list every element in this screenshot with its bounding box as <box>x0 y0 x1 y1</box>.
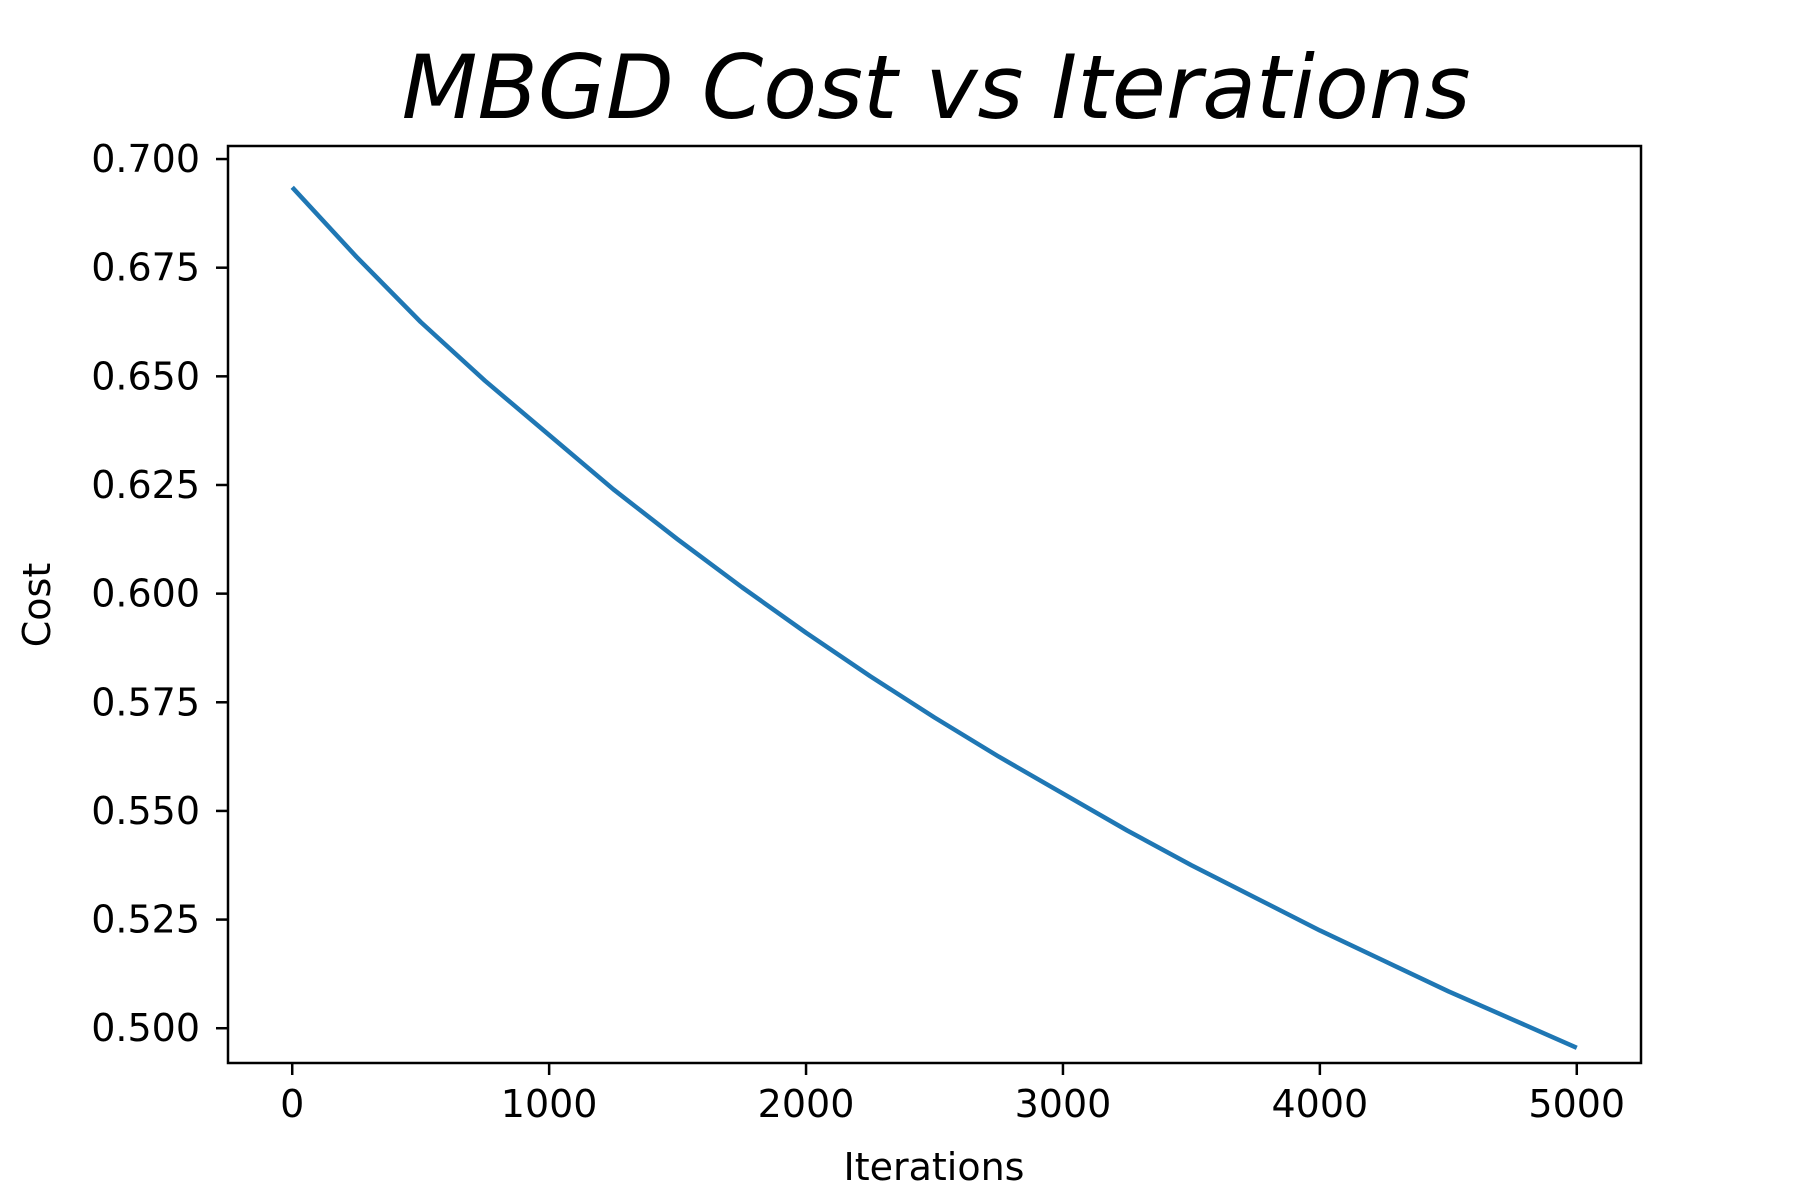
y-tick-label: 0.625 <box>91 463 200 507</box>
y-tick-label: 0.575 <box>91 680 200 724</box>
x-axis-label: Iterations <box>844 1145 1025 1189</box>
x-tick-label: 4000 <box>1272 1082 1369 1126</box>
x-tick-label: 0 <box>280 1082 304 1126</box>
plot-area <box>226 144 1643 1065</box>
y-tick-label: 0.525 <box>91 898 200 942</box>
plot-frame <box>226 144 1643 1065</box>
x-tick-label: 5000 <box>1528 1082 1625 1126</box>
y-tick-label: 0.600 <box>91 572 200 616</box>
y-tick-label: 0.550 <box>91 789 200 833</box>
y-tick-label: 0.650 <box>91 354 200 398</box>
x-tick-label: 3000 <box>1015 1082 1112 1126</box>
y-axis: 0.500 0.525 0.550 0.575 0.600 0.625 0.650 0.675… <box>91 137 228 1050</box>
y-tick-label: 0.500 <box>91 1006 200 1050</box>
series-line-0 <box>290 185 1578 1050</box>
x-tick-label: 2000 <box>758 1082 855 1126</box>
chart-title: MBGD Cost vs Iterations <box>402 36 1471 139</box>
x-axis: 0 1000 2000 3000 4000 5000 <box>280 1063 1625 1126</box>
y-axis-label: Cost <box>15 563 59 647</box>
y-tick-label: 0.700 <box>91 137 200 181</box>
series-layer <box>290 185 1578 1050</box>
y-tick-label: 0.675 <box>91 246 200 290</box>
x-tick-label: 1000 <box>501 1082 598 1126</box>
